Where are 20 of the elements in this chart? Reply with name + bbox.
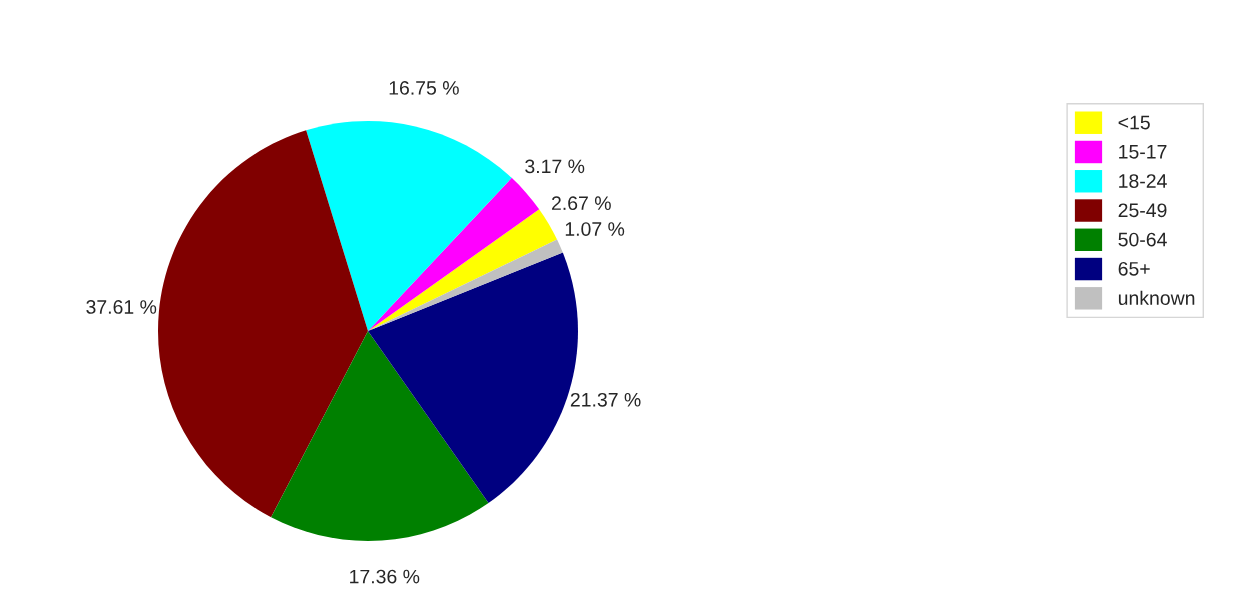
data-label: 17.36 % [350,569,420,584]
legend-label: 18-24 [1119,174,1167,188]
data-label: 1.07 % [565,222,625,236]
data-label: 21.37 % [570,392,641,407]
legend-label: 50-64 [1118,232,1167,247]
data-label: 2.67 % [551,196,611,211]
legend-label: 15-17 [1119,145,1167,159]
data-label: 16.75 % [389,81,459,95]
legend-label: 65+ [1118,261,1150,276]
pie-slice [158,130,368,518]
data-label: 3.17 % [525,159,585,174]
data-label: 37.61 % [86,300,157,314]
pie-slice [368,177,540,331]
legend-label: unknown [1118,290,1195,305]
legend-label: 25-49 [1118,203,1167,218]
pie-slice [306,121,512,331]
pie-slice [368,209,558,331]
pie-slice [271,331,489,541]
legend-label: <15 [1118,115,1150,130]
pie-slice [368,239,563,331]
